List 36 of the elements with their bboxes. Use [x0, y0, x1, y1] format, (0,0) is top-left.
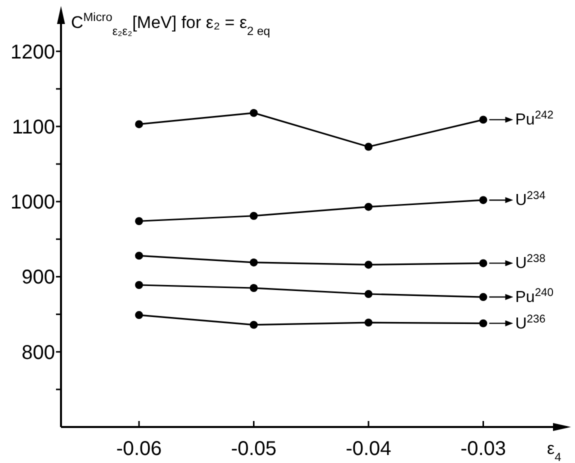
point	[364, 142, 372, 151]
x-tick-label: -0.06	[116, 438, 162, 460]
legend-label: Pu$^{242}$	[515, 110, 554, 129]
legend-label: U$^{238}$	[515, 253, 546, 272]
y-tick-label: 800	[22, 342, 55, 364]
point	[250, 212, 258, 220]
point	[250, 108, 258, 117]
point	[479, 293, 488, 301]
point	[479, 116, 488, 124]
point	[364, 202, 372, 211]
point	[479, 319, 488, 328]
point	[250, 320, 258, 329]
point	[135, 311, 144, 320]
point	[250, 258, 258, 266]
legend-label: Pu$^{240}$	[515, 287, 554, 306]
x-tick-label: -0.03	[460, 438, 506, 460]
x-tick-label: -0.05	[230, 438, 277, 460]
y-tick-label: 1200	[10, 41, 55, 64]
legend-label: U$^{234}$	[515, 190, 546, 210]
point	[479, 196, 488, 204]
y-tick-label: 900	[22, 266, 55, 289]
y-tick-label: 1100	[12, 116, 55, 138]
y-tick-label: 1000	[10, 192, 55, 214]
point	[364, 318, 372, 327]
legend-label: U$^{236}$	[515, 313, 546, 332]
point	[479, 259, 488, 268]
point	[135, 252, 144, 260]
point	[364, 260, 372, 269]
point	[135, 217, 144, 226]
x-tick-label: -0.04	[346, 438, 392, 460]
point	[135, 281, 144, 289]
y-axis-title: C$^{Micro}$$_{ε₂ε₂}$[MeV] for ε₂ = ε$_{2 eq}$	[71, 10, 270, 38]
point	[135, 120, 144, 128]
x-axis-title: ε$_{4}$	[547, 439, 562, 463]
point	[250, 284, 258, 292]
point	[364, 290, 372, 298]
